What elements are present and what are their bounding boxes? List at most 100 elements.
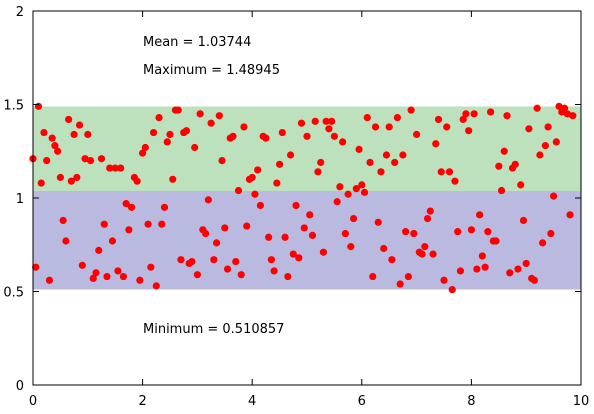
data-point — [169, 175, 177, 183]
data-point — [566, 211, 574, 219]
data-point — [396, 280, 404, 288]
data-point — [234, 186, 243, 195]
data-point — [413, 130, 421, 139]
data-point — [495, 162, 503, 170]
data-point — [311, 117, 319, 125]
data-point — [404, 272, 412, 281]
data-point — [418, 250, 426, 258]
data-point — [254, 166, 262, 174]
data-point — [459, 115, 467, 124]
data-point — [536, 151, 544, 159]
data-point — [407, 106, 415, 114]
data-point — [86, 157, 95, 165]
data-point — [369, 272, 377, 281]
x-tick-label: 6 — [358, 394, 366, 409]
data-point — [492, 237, 500, 245]
data-point — [56, 173, 64, 182]
data-point — [147, 263, 155, 271]
data-point — [514, 265, 522, 273]
data-point — [429, 250, 437, 258]
data-point — [210, 256, 218, 264]
data-point — [484, 228, 492, 236]
data-point — [262, 134, 270, 142]
data-point — [366, 158, 374, 167]
data-point — [70, 130, 78, 139]
data-point — [177, 256, 185, 264]
data-point — [445, 168, 454, 176]
data-point — [158, 220, 166, 228]
data-point — [144, 220, 152, 228]
data-point — [54, 147, 62, 155]
data-point — [437, 168, 445, 176]
data-point — [40, 128, 48, 137]
data-point — [297, 119, 306, 127]
data-point — [182, 127, 191, 135]
data-point — [84, 130, 92, 139]
data-point — [371, 123, 380, 131]
data-point — [358, 181, 366, 189]
data-point — [100, 220, 108, 228]
data-point — [43, 157, 51, 165]
data-point — [34, 102, 43, 110]
data-point — [426, 207, 434, 215]
data-point — [555, 102, 563, 110]
data-point — [497, 186, 506, 195]
data-point — [292, 201, 300, 210]
data-point — [344, 190, 352, 198]
data-point — [402, 228, 410, 236]
data-point — [421, 243, 429, 251]
y-tick-labels: 0 0.5 1 1.5 2 — [3, 5, 24, 394]
data-point — [62, 237, 70, 245]
data-point — [443, 123, 451, 131]
data-point — [470, 110, 478, 118]
data-point — [503, 112, 511, 120]
data-point — [232, 257, 240, 266]
x-tick-label: 4 — [248, 394, 256, 409]
data-point — [273, 179, 281, 187]
data-point — [270, 267, 278, 275]
data-point — [462, 110, 470, 118]
data-point — [223, 265, 232, 273]
minimum-annotation: Minimum = 0.510857 — [143, 322, 284, 337]
data-point — [552, 138, 560, 146]
data-point — [385, 123, 393, 131]
data-point — [251, 190, 259, 198]
data-point — [237, 271, 245, 279]
data-point — [325, 125, 333, 133]
data-point — [303, 132, 311, 140]
x-tick-label: 0 — [29, 394, 37, 409]
data-point — [103, 272, 111, 281]
data-point — [448, 286, 456, 294]
data-point — [530, 276, 539, 284]
data-point — [481, 263, 489, 271]
data-points — [29, 102, 577, 294]
data-point — [465, 127, 473, 135]
data-point — [374, 218, 382, 226]
data-point — [117, 164, 125, 172]
data-point — [108, 237, 117, 245]
data-point — [500, 147, 508, 155]
data-point — [196, 110, 204, 118]
data-point — [81, 155, 89, 163]
data-point — [423, 214, 432, 223]
data-point — [563, 110, 571, 118]
data-point — [533, 104, 541, 112]
data-point — [377, 168, 385, 176]
data-point — [476, 211, 484, 219]
data-point — [215, 112, 223, 120]
data-point — [322, 117, 330, 125]
data-point — [289, 250, 297, 258]
data-point — [440, 276, 448, 284]
data-point — [382, 151, 391, 159]
data-point — [160, 203, 169, 211]
data-point — [136, 276, 144, 284]
data-point — [434, 115, 443, 124]
data-point — [51, 142, 59, 150]
data-point — [92, 269, 100, 277]
data-point — [212, 239, 221, 247]
data-point — [202, 229, 210, 238]
data-point — [276, 160, 284, 168]
data-point — [133, 177, 141, 185]
data-point — [152, 282, 160, 290]
y-tick-label: 1.5 — [3, 99, 24, 114]
